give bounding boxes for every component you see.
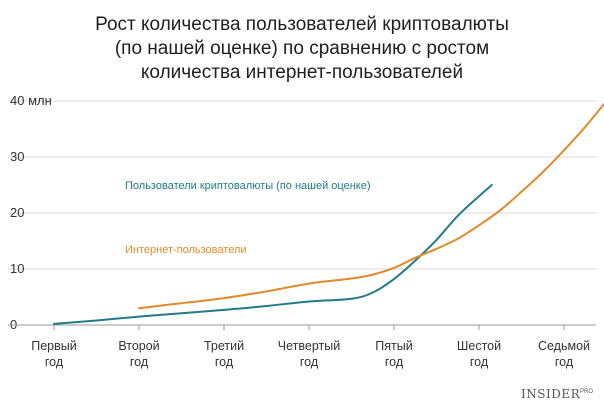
x-tick-label-7-line-2: год: [555, 355, 574, 369]
x-tick-label-1-line-1: Первый: [31, 339, 77, 353]
series-label-internet-users: Интернет-пользователи: [125, 244, 247, 256]
x-tick-label-2-line-1: Второй: [118, 339, 159, 353]
chart-title-line-1: Рост количества пользователей криптовалю…: [95, 14, 509, 35]
x-tick-label-4-line-2: год: [300, 355, 319, 369]
x-tick-label-6-line-1: Шестой: [457, 339, 501, 353]
chart-title-line-3: количества интернет-пользователей: [141, 62, 463, 83]
x-tick-label-5-line-2: год: [385, 355, 404, 369]
x-tick-label-3-line-2: год: [215, 355, 234, 369]
series-label-crypto-users: Пользователи криптовалюты (по нашей оцен…: [125, 180, 371, 192]
x-tick-label-2-line-2: год: [130, 355, 149, 369]
x-tick-label-3-line-1: Третий: [204, 339, 244, 353]
brand-logo: INSIDER PRO: [521, 387, 593, 401]
x-tick-label-5-line-1: Пятый: [375, 339, 412, 353]
chart-title: Рост количества пользователей криптовалю…: [95, 14, 509, 83]
x-axis-labels: Первый год Второй год Третий год Четверт…: [31, 339, 590, 369]
x-tick-label-7-line-1: Седьмой: [538, 339, 590, 353]
x-tick-label-4-line-1: Четвертый: [278, 339, 340, 353]
x-tick-label-1-line-2: год: [45, 355, 64, 369]
y-tick-label-30: 30: [10, 149, 24, 164]
y-tick-label-20: 20: [10, 205, 24, 220]
y-tick-label-40: 40 млн: [10, 93, 52, 108]
series-lines: [53, 102, 604, 325]
chart-title-line-2: (по нашей оценке) по сравнению с ростом: [115, 38, 489, 59]
x-axis-tick-marks: [53, 325, 565, 330]
series-line-crypto-users: [53, 184, 493, 325]
x-tick-label-6-line-2: год: [470, 355, 489, 369]
brand-name: INSIDER: [521, 387, 581, 401]
series-line-internet-users: [138, 102, 604, 310]
y-tick-label-10: 10: [10, 261, 24, 276]
brand-suffix: PRO: [580, 389, 593, 395]
